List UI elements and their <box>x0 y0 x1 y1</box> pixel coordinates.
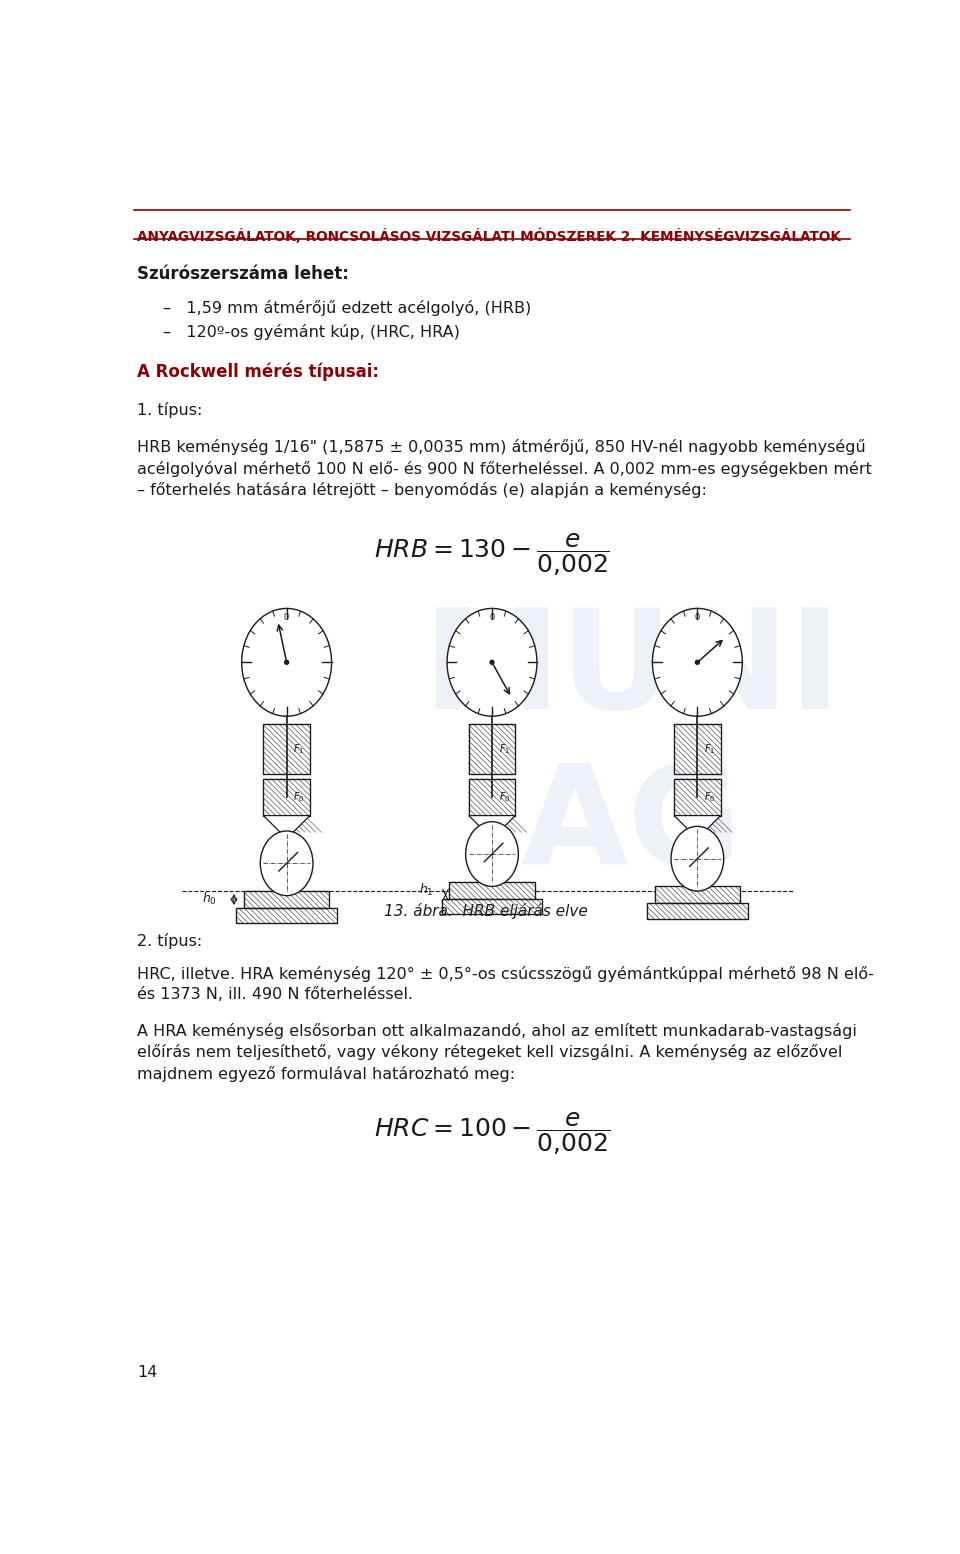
Text: A Rockwell mérés típusai:: A Rockwell mérés típusai: <box>137 362 379 381</box>
Text: $F_1$: $F_1$ <box>294 743 304 755</box>
Text: $\mathit{HRB} = 130 - \dfrac{e}{0{,}002}$: $\mathit{HRB} = 130 - \dfrac{e}{0{,}002}… <box>374 531 610 578</box>
Bar <box>655 886 740 903</box>
Bar <box>263 724 310 774</box>
Bar <box>263 779 310 816</box>
Text: acélgolyóval mérhető 100 N elő- és 900 N főterheléssel. A 0,002 mm-es egységekbe: acélgolyóval mérhető 100 N elő- és 900 N… <box>137 460 872 477</box>
Text: $\mathit{HRC} = 100 - \dfrac{e}{0{,}002}$: $\mathit{HRC} = 100 - \dfrac{e}{0{,}002}… <box>373 1111 611 1158</box>
Ellipse shape <box>671 827 724 890</box>
Text: $F_0$: $F_0$ <box>293 789 304 803</box>
Text: HRC, illetve. HRA keménység 120° ± 0,5°-os csúcsszögű gyémántkúppal mérhető 98 N: HRC, illetve. HRA keménység 120° ± 0,5°-… <box>137 965 874 982</box>
Bar <box>489 716 495 797</box>
Bar <box>442 898 542 914</box>
Text: 2. típus:: 2. típus: <box>137 934 203 949</box>
Bar <box>674 779 721 816</box>
Text: HRB keménység 1/16" (1,5875 ± 0,0035 mm) átmérőjű, 850 HV-nél nagyobb keménységű: HRB keménység 1/16" (1,5875 ± 0,0035 mm)… <box>137 440 866 455</box>
Bar <box>468 724 516 774</box>
Text: 14: 14 <box>137 1364 157 1380</box>
Ellipse shape <box>242 609 331 716</box>
Bar <box>647 903 748 918</box>
Text: –   1,59 mm átmérőjű edzett acélgolyó, (HRB): – 1,59 mm átmérőjű edzett acélgolyó, (HR… <box>162 300 531 317</box>
Bar <box>244 890 329 908</box>
Bar <box>674 724 721 774</box>
Bar <box>283 716 290 797</box>
Circle shape <box>695 660 699 664</box>
Bar <box>468 724 516 774</box>
Bar <box>674 724 721 774</box>
Text: $F_1$: $F_1$ <box>499 743 510 755</box>
Text: $h_1$: $h_1$ <box>420 881 434 898</box>
Text: $h_0$: $h_0$ <box>202 890 217 908</box>
Ellipse shape <box>466 822 518 886</box>
Text: 0: 0 <box>490 614 494 622</box>
Bar <box>468 779 516 816</box>
Text: MUNI
AG: MUNI AG <box>422 603 841 894</box>
Text: majdnem egyező formulával határozható meg:: majdnem egyező formulával határozható me… <box>137 1066 516 1082</box>
Bar <box>236 908 337 923</box>
Bar <box>655 886 740 903</box>
Text: – főterhelés hatására létrejött – benyomódás (e) alapján a keménység:: – főterhelés hatására létrejött – benyom… <box>137 482 707 499</box>
Bar <box>647 903 748 918</box>
Text: 1. típus:: 1. típus: <box>137 402 203 418</box>
Text: A HRA keménység elsősorban ott alkalmazandó, ahol az említett munkadarab-vastags: A HRA keménység elsősorban ott alkalmaza… <box>137 1023 857 1038</box>
Bar <box>244 890 329 908</box>
Bar <box>468 779 516 816</box>
Text: $e$: $e$ <box>689 869 698 881</box>
Text: $F_0$: $F_0$ <box>704 789 715 803</box>
Text: 0: 0 <box>695 614 700 622</box>
Polygon shape <box>263 816 310 833</box>
Text: 13. ábra.  HRB eljárás elve: 13. ábra. HRB eljárás elve <box>383 903 588 918</box>
Text: 0: 0 <box>284 614 289 622</box>
Text: ANYAGVIZSGÁLATOK, RONCSOLÁSOS VIZSGÁLATI MÓDSZEREK 2. KEMÉNYSÉGVIZSGÁLATOK: ANYAGVIZSGÁLATOK, RONCSOLÁSOS VIZSGÁLATI… <box>137 228 841 244</box>
Polygon shape <box>674 816 721 833</box>
Text: –   120º-os gyémánt kúp, (HRC, HRA): – 120º-os gyémánt kúp, (HRC, HRA) <box>162 323 460 339</box>
Text: $F_0$: $F_0$ <box>498 789 510 803</box>
Bar <box>263 779 310 816</box>
Polygon shape <box>468 816 516 833</box>
Ellipse shape <box>260 831 313 895</box>
Circle shape <box>490 660 494 664</box>
Bar <box>442 898 542 914</box>
Text: Szúrószerszáma lehet:: Szúrószerszáma lehet: <box>137 266 348 283</box>
Bar <box>694 716 701 797</box>
Text: és 1373 N, ill. 490 N főterheléssel.: és 1373 N, ill. 490 N főterheléssel. <box>137 987 413 1002</box>
Ellipse shape <box>447 609 537 716</box>
Bar <box>449 881 535 898</box>
Bar <box>449 881 535 898</box>
Bar <box>236 908 337 923</box>
Bar <box>674 779 721 816</box>
Circle shape <box>285 660 289 664</box>
Ellipse shape <box>653 609 742 716</box>
Text: $F_1$: $F_1$ <box>705 743 715 755</box>
Text: előírás nem teljesíthető, vagy vékony rétegeket kell vizsgálni. A keménység az e: előírás nem teljesíthető, vagy vékony ré… <box>137 1044 843 1060</box>
Bar <box>263 724 310 774</box>
